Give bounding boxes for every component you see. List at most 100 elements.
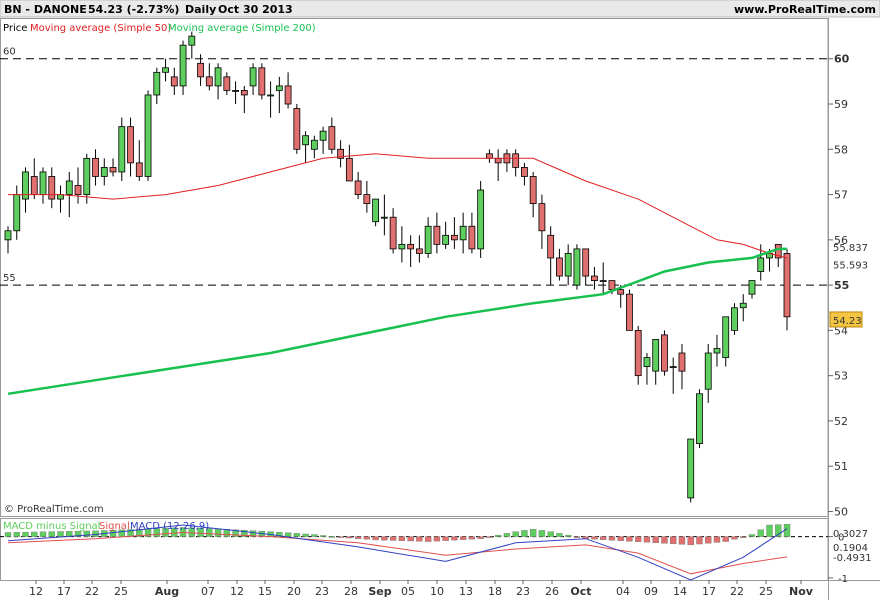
candle-body bbox=[652, 339, 660, 372]
candle-body bbox=[127, 126, 134, 164]
candle-body bbox=[153, 71, 161, 96]
candle-body bbox=[626, 293, 633, 331]
candle-body bbox=[450, 234, 458, 241]
macd-histogram-bar bbox=[407, 536, 414, 542]
macd-histogram-bar bbox=[512, 531, 519, 537]
candle-body bbox=[494, 157, 502, 164]
x-tick-label: 14 bbox=[673, 585, 687, 598]
candle-body bbox=[748, 280, 756, 295]
macd-histogram-bar bbox=[311, 534, 318, 537]
macd-histogram-bar bbox=[670, 536, 677, 545]
ma50-line bbox=[8, 153, 788, 259]
x-tick-label: 04 bbox=[616, 585, 630, 598]
macd-histogram-bar bbox=[284, 532, 292, 537]
macd-histogram-bar bbox=[328, 536, 336, 538]
macd-panel-frame bbox=[0, 518, 829, 581]
macd-y-tick-label: 0 bbox=[838, 533, 844, 544]
price-label: 55.837 bbox=[833, 243, 868, 254]
candle-body bbox=[109, 166, 117, 173]
candle-body bbox=[92, 157, 99, 177]
macd-histogram-bar bbox=[162, 527, 169, 537]
macd-histogram-bar bbox=[538, 530, 546, 537]
macd-histogram-bar bbox=[617, 536, 624, 541]
candle-body bbox=[783, 253, 791, 318]
candle-body bbox=[643, 357, 651, 367]
x-tick-label: 17 bbox=[57, 585, 71, 598]
candle-body bbox=[74, 185, 82, 195]
x-tick-label: 22 bbox=[730, 585, 744, 598]
candle-body bbox=[30, 176, 38, 195]
macd-histogram-bar bbox=[608, 536, 616, 541]
macd-histogram-bar bbox=[136, 528, 143, 537]
x-tick-label: 28 bbox=[344, 585, 358, 598]
quote-label: 54.23 (-2.73%) bbox=[88, 3, 179, 16]
candle-body bbox=[521, 166, 528, 177]
price-panel-frame bbox=[0, 18, 829, 517]
candle-body bbox=[223, 76, 231, 91]
x-tick-label: 23 bbox=[315, 585, 329, 598]
macd-histogram-bar bbox=[652, 536, 659, 543]
macd-histogram-bar bbox=[223, 528, 231, 537]
y-tick-label: 53 bbox=[834, 370, 848, 383]
price-label: 54.23 bbox=[833, 316, 862, 327]
macd-histogram-bar bbox=[39, 531, 47, 537]
candle-body bbox=[424, 225, 432, 254]
macd-histogram-bar bbox=[13, 532, 20, 537]
candle-body bbox=[214, 67, 222, 87]
candle-body bbox=[293, 108, 301, 150]
x-tick-label: 09 bbox=[644, 585, 658, 598]
candle-body bbox=[232, 90, 239, 92]
candle-body bbox=[345, 157, 353, 182]
candle-body bbox=[442, 234, 450, 245]
macd-histogram-bar bbox=[748, 534, 756, 537]
macd-histogram-bar bbox=[661, 536, 668, 544]
candle-body bbox=[599, 280, 607, 282]
macd-histogram-bar bbox=[713, 536, 721, 543]
macd-histogram-bar bbox=[529, 528, 537, 537]
macd-histogram-bar bbox=[556, 533, 563, 537]
macd-histogram-bar bbox=[197, 527, 204, 537]
candle-body bbox=[48, 176, 56, 200]
candle-body bbox=[284, 85, 292, 105]
candle-body bbox=[65, 180, 73, 195]
candle-body bbox=[389, 216, 397, 250]
macd-histogram-bar bbox=[232, 529, 239, 537]
candle-body bbox=[757, 257, 765, 272]
y-tick-label: 55 bbox=[834, 279, 849, 292]
macd-histogram-bar bbox=[31, 531, 38, 537]
macd-histogram-bar bbox=[363, 536, 371, 540]
candle-body bbox=[398, 243, 406, 250]
candle-body bbox=[669, 366, 677, 369]
macd-histogram-bar bbox=[503, 533, 511, 537]
x-tick-label: Oct bbox=[570, 585, 591, 598]
macd-histogram-bar bbox=[705, 536, 712, 544]
x-tick-label: Aug bbox=[155, 585, 179, 598]
header-bar bbox=[0, 0, 880, 18]
candle-body bbox=[170, 76, 178, 87]
macd-histogram-bar bbox=[214, 528, 222, 537]
candle-body bbox=[267, 94, 274, 97]
x-tick-label: 12 bbox=[230, 585, 244, 598]
macd-y-tick-label: -1 bbox=[838, 574, 848, 585]
candle-body bbox=[486, 153, 493, 159]
candle-body bbox=[617, 289, 625, 295]
macd-histogram-bar bbox=[477, 536, 484, 539]
x-tick-label: 26 bbox=[545, 585, 559, 598]
candle-body bbox=[661, 334, 668, 372]
candle-body bbox=[433, 225, 441, 245]
candle-body bbox=[678, 352, 686, 372]
x-tick-label: 20 bbox=[287, 585, 301, 598]
reference-line-label: 60 bbox=[3, 47, 16, 58]
candle-body bbox=[739, 302, 747, 309]
macd-histogram-bar bbox=[433, 536, 441, 542]
candle-body bbox=[319, 130, 327, 141]
macd-histogram-bar bbox=[398, 536, 406, 541]
candle-body bbox=[477, 189, 485, 250]
candle-body bbox=[704, 352, 712, 390]
macd-histogram-bar bbox=[424, 536, 432, 542]
candle-body bbox=[608, 280, 616, 291]
macd-histogram-bar bbox=[494, 534, 502, 537]
macd-histogram-bar bbox=[188, 527, 196, 537]
signal-legend: Signal bbox=[99, 521, 130, 532]
ma50-legend: Moving average (Simple 50) bbox=[30, 23, 171, 34]
